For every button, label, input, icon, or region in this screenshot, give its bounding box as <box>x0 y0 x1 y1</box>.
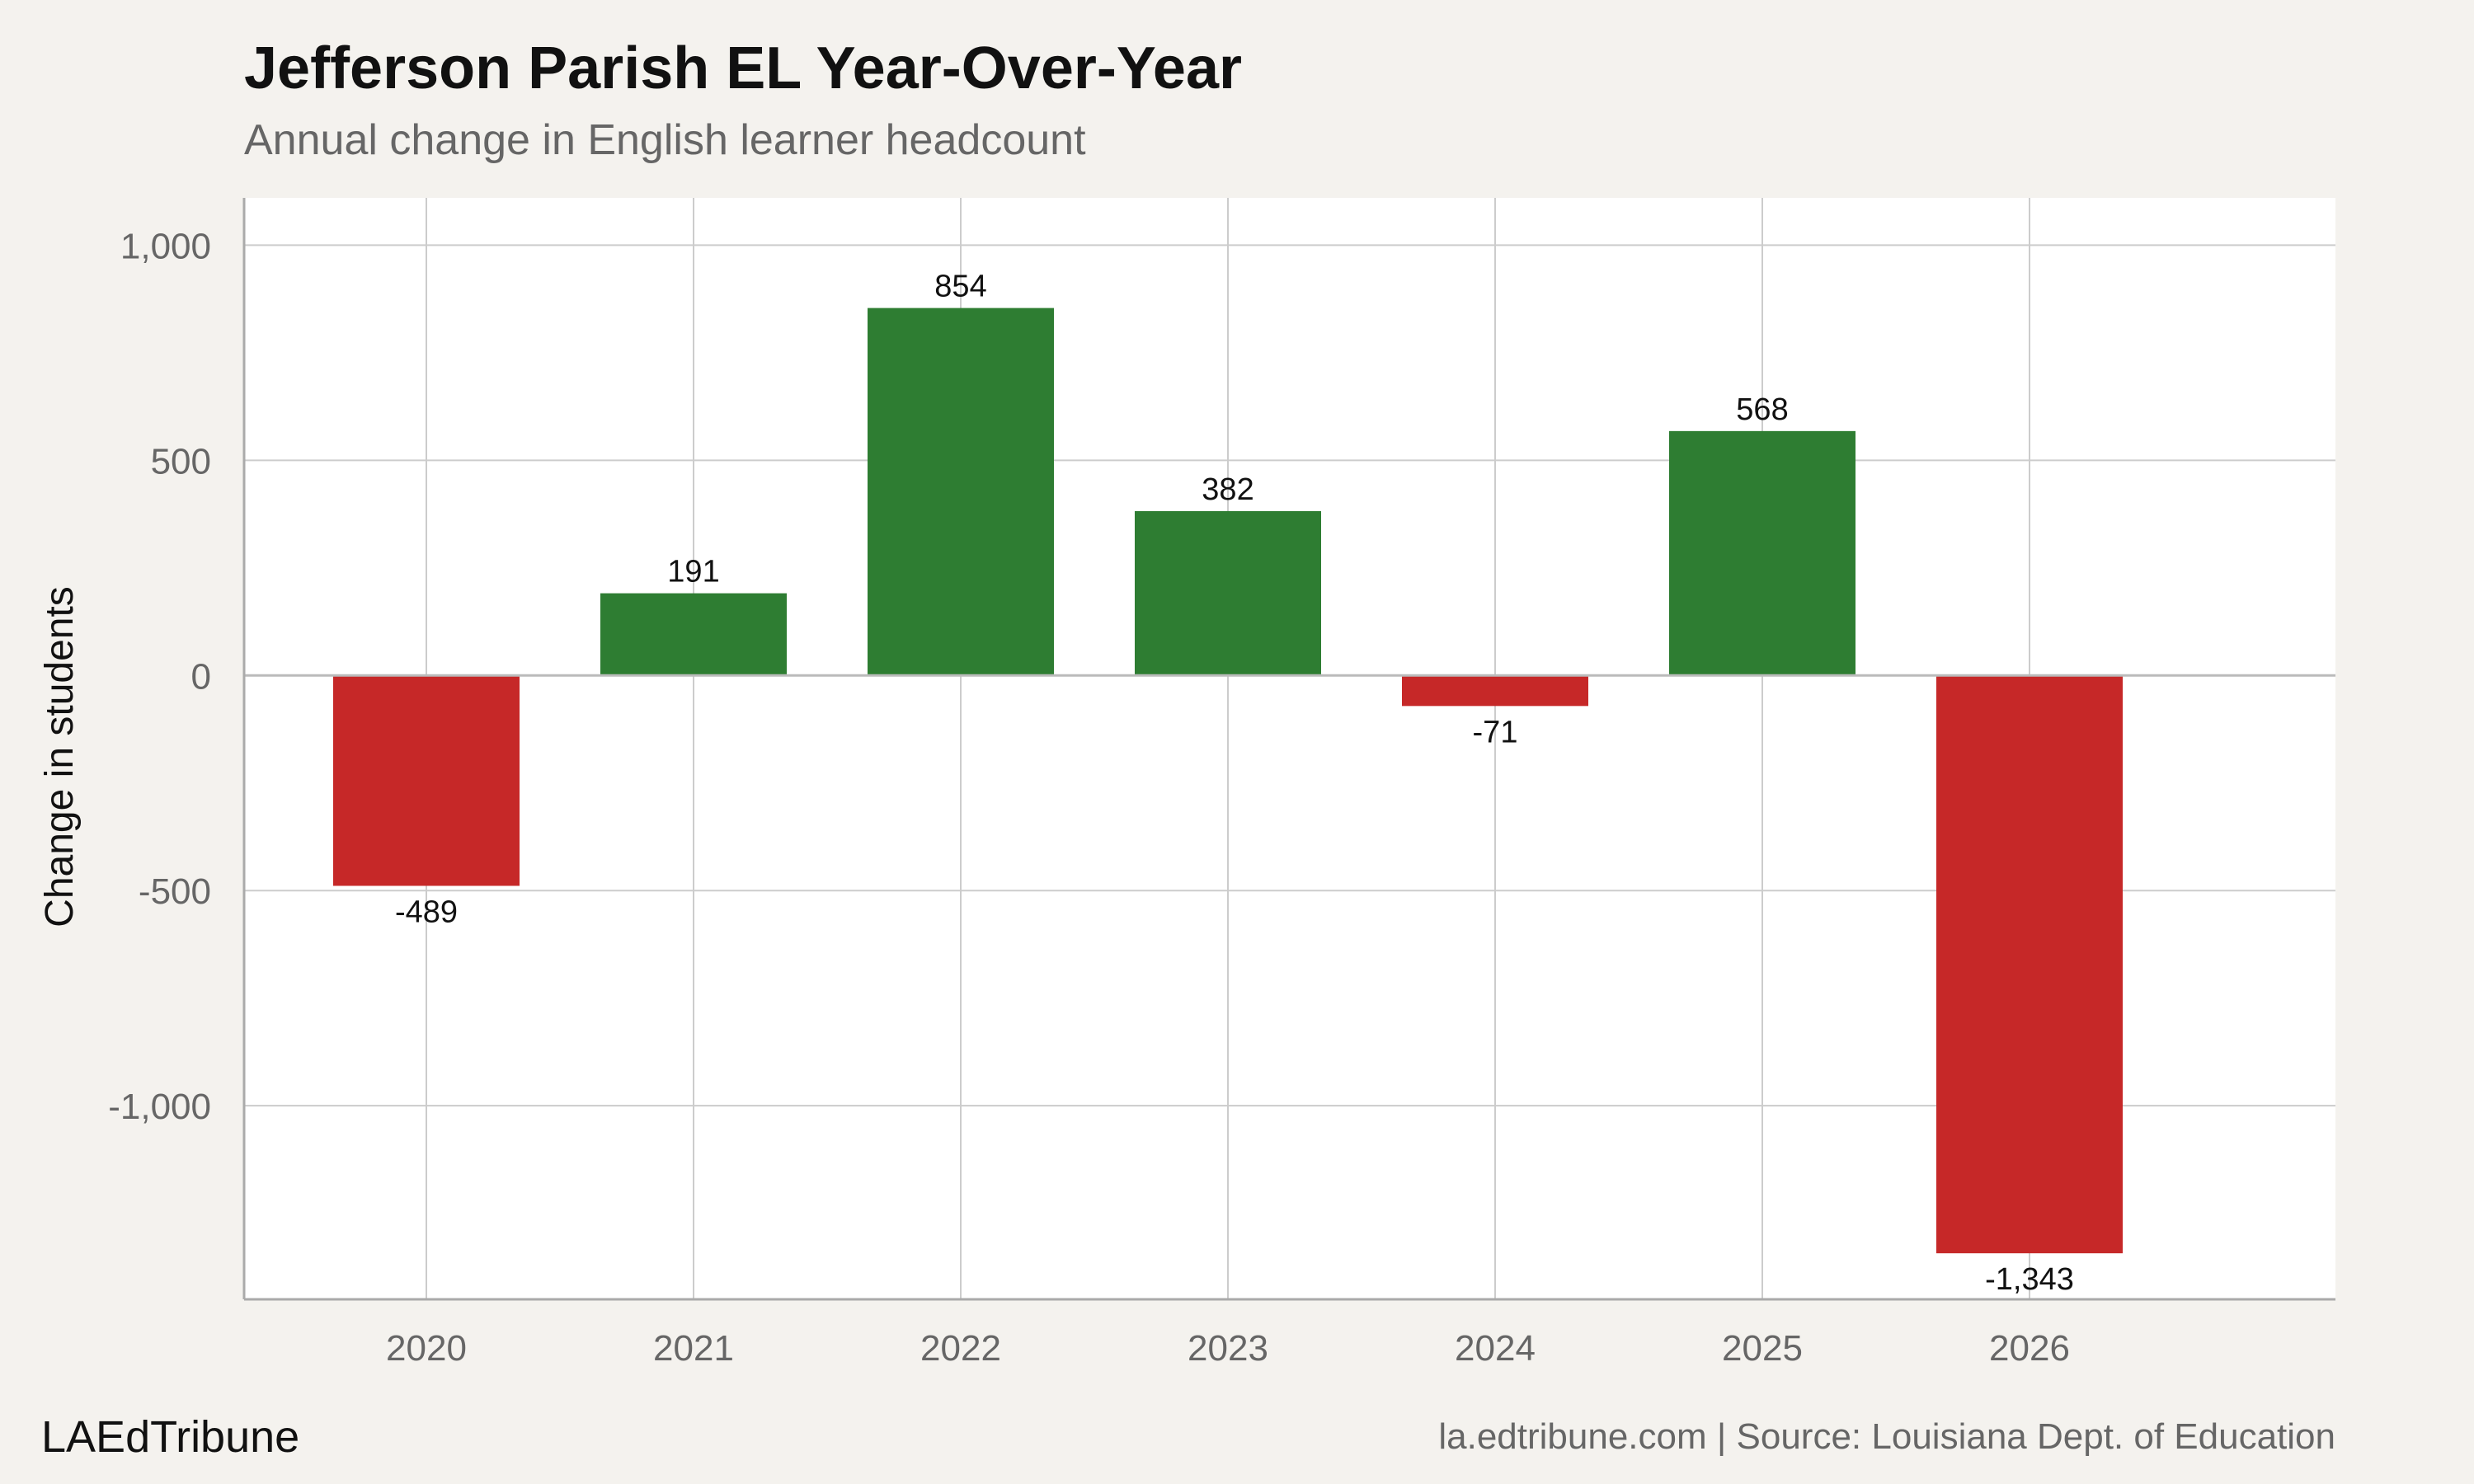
data-label-2025: 568 <box>1736 392 1788 427</box>
chart-title: Jefferson Parish EL Year-Over-Year <box>244 35 1243 101</box>
brand-logo-text: LAEdTribune <box>41 1412 300 1462</box>
bars <box>333 308 2123 1254</box>
y-tick-label: 1,000 <box>120 226 211 266</box>
data-label-2024: -71 <box>1473 715 1518 749</box>
bar-2024 <box>1402 675 1588 707</box>
bar-2021 <box>600 593 787 676</box>
x-tick-label: 2022 <box>920 1328 1001 1369</box>
data-labels: -489 191 854 382 -71 568 -1,343 <box>395 270 2074 1298</box>
bar-2025 <box>1669 430 1856 676</box>
y-axis-label: Change in students <box>38 586 82 928</box>
y-tick-label: 0 <box>191 656 211 697</box>
source-credit: la.edtribune.com | Source: Louisiana Dep… <box>1438 1416 2335 1457</box>
x-tick-label: 2025 <box>1722 1328 1803 1369</box>
bar-2022 <box>868 308 1054 676</box>
data-label-2021: 191 <box>667 555 719 589</box>
x-tick-label: 2023 <box>1188 1328 1268 1369</box>
data-label-2022: 854 <box>934 270 986 304</box>
x-tick-label: 2020 <box>386 1328 467 1369</box>
bar-2020 <box>333 675 520 886</box>
x-tick-label: 2024 <box>1455 1328 1536 1369</box>
y-tick-label: 500 <box>151 441 211 481</box>
x-tick-label: 2021 <box>653 1328 734 1369</box>
data-label-2023: 382 <box>1202 472 1253 507</box>
data-label-2026: -1,343 <box>1985 1262 2074 1297</box>
y-tick-label: -1,000 <box>108 1087 211 1127</box>
axes: 1,000 500 0 -500 -1,000 2020 2021 2022 2023 2024 2… <box>108 198 2335 1369</box>
chart-subtitle: Annual change in English learner headcou… <box>244 116 1086 164</box>
data-label-2020: -489 <box>395 895 458 929</box>
bar-2023 <box>1135 510 1321 676</box>
bar-2026 <box>1936 675 2123 1254</box>
y-tick-label: -500 <box>139 871 211 912</box>
x-tick-label: 2026 <box>1989 1328 2070 1369</box>
